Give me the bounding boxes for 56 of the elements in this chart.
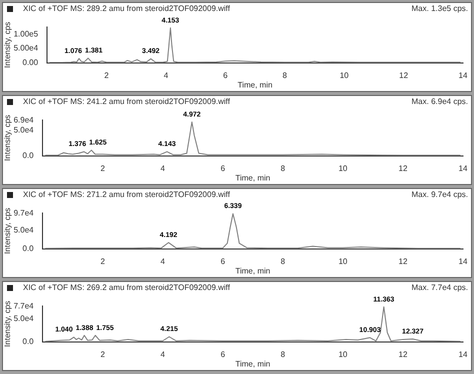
x-tick-label: 2 bbox=[104, 70, 110, 80]
x-tick-label: 14 bbox=[458, 70, 468, 80]
y-axis-title: Intensity, cps bbox=[3, 114, 12, 161]
y-tick-label: 5.00e4 bbox=[14, 44, 39, 53]
x-axis-title: Time, min bbox=[235, 266, 270, 276]
x-tick-label: 10 bbox=[338, 164, 348, 173]
text: Max. 7.7e4 cps. bbox=[412, 282, 468, 294]
y-tick-label: 9.7e4 bbox=[14, 208, 34, 218]
x-tick-label: 8 bbox=[280, 350, 286, 359]
y-tick-label: 6.9e4 bbox=[14, 116, 34, 125]
x-tick-label: 2 bbox=[100, 350, 106, 359]
x-tick-label: 4 bbox=[164, 70, 169, 80]
x-tick-label: 6 bbox=[220, 350, 226, 359]
chart-title: XIC of +TOF MS: 271.2 amu from steroid2TOF092009.wiff bbox=[23, 189, 230, 201]
x-tick-label: 12 bbox=[398, 164, 408, 173]
y-tick-label: 0.0 bbox=[22, 151, 34, 160]
x-axis-title: Time, min bbox=[235, 173, 270, 182]
y-tick-label: 0.00 bbox=[22, 58, 39, 68]
x-tick-label: 12 bbox=[398, 256, 408, 266]
x-tick-label: 2 bbox=[100, 164, 106, 173]
y-tick-label: 5.0e4 bbox=[14, 125, 34, 134]
x-tick-label: 14 bbox=[458, 256, 468, 266]
text: Max. 9.7e4 cps. bbox=[412, 189, 468, 201]
x-tick-label: 6 bbox=[220, 164, 226, 173]
y-tick-label: 5.0e4 bbox=[14, 314, 34, 324]
x-tick-label: 12 bbox=[399, 70, 409, 80]
text: Max. 6.9e4 cps. bbox=[412, 96, 468, 108]
y-tick-label: 1.00e5 bbox=[14, 29, 39, 38]
x-tick-label: 10 bbox=[338, 350, 348, 359]
x-tick-label: 10 bbox=[338, 256, 348, 266]
x-tick-label: 6 bbox=[223, 70, 228, 80]
chart-title: XIC of +TOF MS: 269.2 amu from steroid2TOF092009.wiff bbox=[23, 282, 230, 294]
x-axis-title: Time, min bbox=[238, 80, 272, 90]
chart-title: XIC of +TOF MS: 241.2 amu from steroid2TOF092009.wiff bbox=[23, 96, 230, 108]
x-tick-label: 14 bbox=[458, 164, 468, 173]
x-tick-label: 10 bbox=[340, 70, 350, 80]
y-axis-title: Intensity, cps bbox=[3, 22, 12, 68]
y-tick-label: 0.0 bbox=[22, 244, 34, 254]
x-tick-label: 8 bbox=[282, 70, 288, 80]
x-tick-label: 14 bbox=[458, 350, 468, 359]
x-tick-label: 2 bbox=[100, 256, 106, 266]
x-tick-label: 8 bbox=[280, 164, 286, 173]
x-tick-label: 4 bbox=[160, 256, 166, 266]
x-tick-label: 8 bbox=[280, 256, 286, 266]
x-tick-label: 4 bbox=[160, 350, 166, 359]
y-axis-title: Intensity, cps bbox=[3, 208, 12, 254]
y-tick-label: 0.0 bbox=[22, 337, 34, 346]
y-axis-title: Intensity, cps bbox=[3, 300, 12, 347]
x-axis-title: Time, min bbox=[235, 359, 270, 368]
chart-title: XIC of +TOF MS: 289.2 amu from steroid2TOF092009.wiff bbox=[23, 3, 230, 15]
x-tick-label: 12 bbox=[398, 350, 408, 359]
y-tick-label: 7.7e4 bbox=[14, 302, 34, 311]
text: Max. 1.3e5 cps. bbox=[412, 3, 468, 15]
x-tick-label: 6 bbox=[220, 256, 226, 266]
x-tick-label: 4 bbox=[160, 164, 166, 173]
y-tick-label: 5.0e4 bbox=[14, 226, 34, 235]
